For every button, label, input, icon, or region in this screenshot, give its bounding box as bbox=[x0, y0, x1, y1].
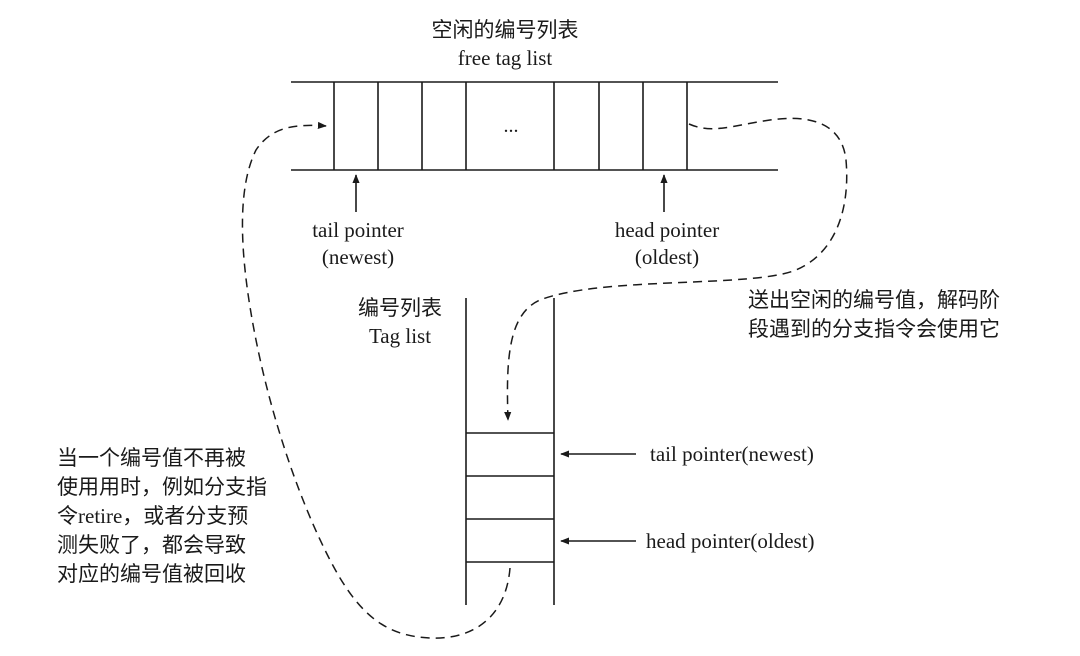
tag-head-pointer-label: head pointer(oldest) bbox=[646, 529, 815, 553]
free-list-title-en: free tag list bbox=[457, 46, 553, 70]
tag-list-title-en: Tag list bbox=[368, 324, 432, 348]
free-tag-list bbox=[291, 81, 778, 171]
free-head-pointer-sub: (oldest) bbox=[634, 245, 700, 269]
allocate-note: 送出空闲的编号值，解码阶 段遇到的分支指令会使用它 bbox=[748, 286, 1000, 344]
free-head-pointer-label: head pointer bbox=[614, 218, 720, 242]
recycle-note-line: 测失败了，都会导致 bbox=[57, 533, 246, 557]
free-list-ellipsis: ... bbox=[503, 115, 519, 137]
recycle-note-line: 当一个编号值不再被 bbox=[57, 446, 246, 470]
allocate-note-line: 送出空闲的编号值，解码阶 bbox=[748, 288, 1000, 312]
tag-list bbox=[465, 298, 555, 605]
free-tail-pointer-label: tail pointer bbox=[312, 218, 404, 242]
allocate-flow-dashed-arrow bbox=[504, 117, 848, 421]
recycle-note-line: 令retire，或者分支预 bbox=[57, 504, 249, 528]
recycle-note: 当一个编号值不再被 使用用时，例如分支指 令retire，或者分支预 测失败了，… bbox=[57, 444, 267, 589]
free-list-title-cn: 空闲的编号列表 bbox=[431, 18, 579, 42]
tag-tail-pointer-label: tail pointer(newest) bbox=[650, 442, 814, 466]
allocate-note-line: 段遇到的分支指令会使用它 bbox=[748, 317, 1000, 341]
recycle-flow-dashed-arrow bbox=[241, 121, 511, 639]
tag-list-title-cn: 编号列表 bbox=[358, 296, 442, 320]
recycle-note-line: 对应的编号值被回收 bbox=[57, 562, 246, 586]
free-tail-pointer-sub: (newest) bbox=[321, 245, 395, 269]
recycle-note-line: 使用用时，例如分支指 bbox=[57, 475, 267, 499]
